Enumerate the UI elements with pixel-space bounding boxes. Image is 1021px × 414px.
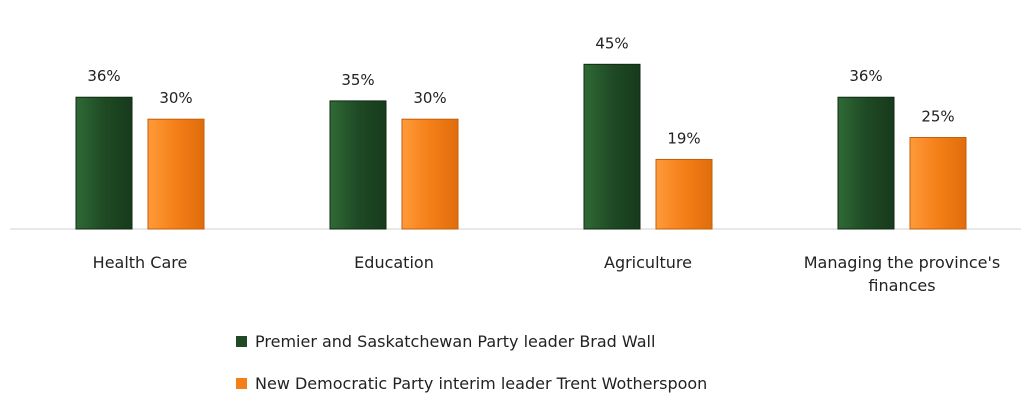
x-tick-label-4-line-1: Managing the province's [804, 253, 1000, 272]
bar-series-2-4 [910, 138, 966, 230]
legend-swatch-series-1 [236, 336, 247, 347]
data-label-series-1-1: 36% [87, 67, 120, 85]
bar-series-2-2 [402, 119, 458, 229]
x-tick-label-4-line-2: finances [868, 276, 935, 295]
legend-item-series-2: New Democratic Party interim leader Tren… [236, 372, 707, 394]
x-tick-label-2: Education [354, 253, 434, 272]
x-tick-label-3-line-1: Agriculture [604, 253, 692, 272]
bar-series-1-2 [330, 101, 386, 229]
bar-series-2-3 [656, 159, 712, 229]
x-tick-label-3: Agriculture [604, 253, 692, 272]
data-label-series-2-3: 19% [667, 129, 700, 147]
x-tick-label-4: Managing the province's finances [804, 253, 1000, 295]
data-label-series-2-4: 25% [921, 108, 954, 126]
bar-series-1-1 [76, 97, 132, 229]
data-label-series-2-2: 30% [413, 89, 446, 107]
data-label-series-1-4: 36% [849, 67, 882, 85]
legend: Premier and Saskatchewan Party leader Br… [236, 330, 707, 414]
legend-item-series-1: Premier and Saskatchewan Party leader Br… [236, 330, 707, 352]
data-label-series-1-2: 35% [341, 71, 374, 89]
bar-series-2-1 [148, 119, 204, 229]
legend-swatch-series-2 [236, 378, 247, 389]
bar-series-1-4 [838, 97, 894, 229]
legend-label-series-1: Premier and Saskatchewan Party leader Br… [255, 332, 655, 351]
x-tick-label-2-line-1: Education [354, 253, 434, 272]
legend-label-series-2: New Democratic Party interim leader Tren… [255, 374, 707, 393]
data-label-series-1-3: 45% [595, 34, 628, 52]
x-tick-label-1-line-1: Health Care [93, 253, 188, 272]
data-label-series-2-1: 30% [159, 89, 192, 107]
x-tick-label-1: Health Care [93, 253, 188, 272]
bar-series-1-3 [584, 64, 640, 229]
